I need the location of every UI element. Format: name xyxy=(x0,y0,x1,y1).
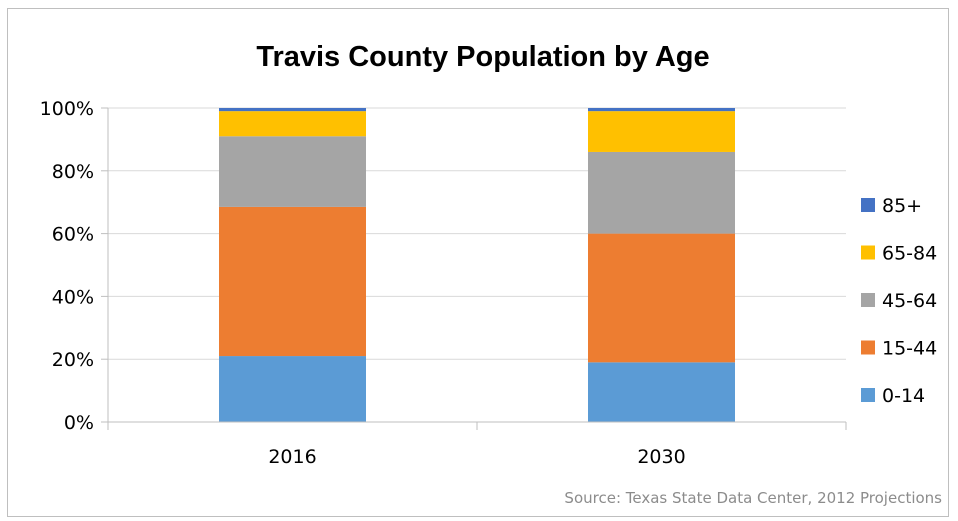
y-tick-label: 60% xyxy=(52,224,94,246)
bar-segment-2030-85+ xyxy=(588,108,735,112)
legend-label-65-84: 65-84 xyxy=(882,243,937,265)
x-tick-label: 2030 xyxy=(637,446,685,468)
gridlines xyxy=(108,107,846,360)
bar-segment-2016-65-84 xyxy=(219,111,366,137)
bar-segment-2030-45-64 xyxy=(588,151,735,234)
legend: 85+ 65-84 45-64 15-44 0-14 xyxy=(861,195,937,407)
bar-segment-2016-15-44 xyxy=(219,206,366,357)
bar-segment-2016-45-64 xyxy=(219,136,366,207)
bars xyxy=(219,108,735,422)
y-tick-label: 20% xyxy=(52,349,94,371)
y-tick-label: 0% xyxy=(64,412,94,434)
legend-swatch-85+ xyxy=(861,198,875,212)
bar-segment-2030-0-14 xyxy=(588,362,735,422)
legend-label-0-14: 0-14 xyxy=(882,385,925,407)
bar-segment-2030-65-84 xyxy=(588,111,735,152)
y-tick-label: 40% xyxy=(52,286,94,308)
y-tick-label: 80% xyxy=(52,161,94,183)
legend-label-15-44: 15-44 xyxy=(882,338,937,360)
x-tick-label: 2016 xyxy=(268,446,316,468)
bar-segment-2016-85+ xyxy=(219,108,366,112)
chart-area xyxy=(7,8,949,517)
legend-label-85+: 85+ xyxy=(882,195,922,217)
source-note: Source: Texas State Data Center, 2012 Pr… xyxy=(564,489,942,507)
legend-swatch-65-84 xyxy=(861,245,875,260)
legend-label-45-64: 45-64 xyxy=(882,290,937,312)
y-tick-label: 100% xyxy=(40,98,94,120)
bar-segment-2016-0-14 xyxy=(219,356,366,422)
chart-title: Travis County Population by Age xyxy=(256,41,709,73)
legend-swatch-15-44 xyxy=(861,340,875,355)
axes: 0% 20% 40% 60% 80% 100% 2016 2030 xyxy=(40,98,847,468)
legend-swatch-0-14 xyxy=(861,388,875,402)
legend-swatch-45-64 xyxy=(861,293,875,307)
bar-segment-2030-15-44 xyxy=(588,233,735,363)
